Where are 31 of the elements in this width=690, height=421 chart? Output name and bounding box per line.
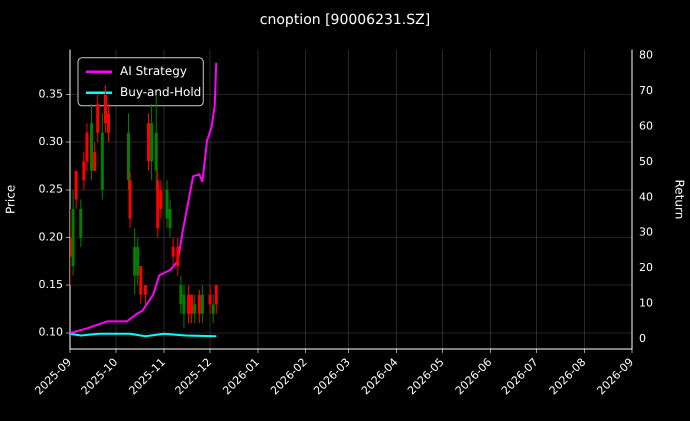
candlestick xyxy=(208,284,212,314)
y2-tick-label: 20 xyxy=(639,261,653,274)
candlestick xyxy=(212,294,215,324)
y-tick-label: 0.30 xyxy=(38,135,63,148)
candlestick xyxy=(176,237,180,276)
candlestick xyxy=(187,284,190,324)
candlestick xyxy=(198,289,201,324)
candlestick xyxy=(172,237,175,267)
y2-tick-label: 50 xyxy=(639,154,653,168)
y2-tick-label: 60 xyxy=(639,119,653,132)
y2-axis-title: Return xyxy=(672,179,687,220)
y2-tick-label: 40 xyxy=(639,190,653,204)
y-tick-label: 0.20 xyxy=(38,230,63,244)
legend-label: Buy-and-Hold xyxy=(120,84,202,99)
y-axis-title: Price xyxy=(3,184,18,214)
legend-label: AI Strategy xyxy=(120,64,187,78)
y-tick-label: 0.35 xyxy=(38,87,63,100)
candlestick xyxy=(93,142,96,172)
y-tick-label: 0.25 xyxy=(38,182,63,196)
chart-title: cnoption [90006231.SZ] xyxy=(260,12,430,28)
candlestick xyxy=(214,284,218,314)
y2-tick-label: 30 xyxy=(639,226,653,239)
y-tick-label: 0.10 xyxy=(38,326,63,339)
y2-tick-label: 0 xyxy=(639,332,646,345)
candlestick xyxy=(193,294,196,324)
candlestick xyxy=(200,284,204,324)
y2-tick-label: 80 xyxy=(639,48,653,62)
y-tick-label: 0.15 xyxy=(38,278,63,292)
y2-tick-label: 10 xyxy=(639,296,653,310)
candlestick xyxy=(190,294,194,324)
y2-tick-label: 70 xyxy=(639,84,653,98)
